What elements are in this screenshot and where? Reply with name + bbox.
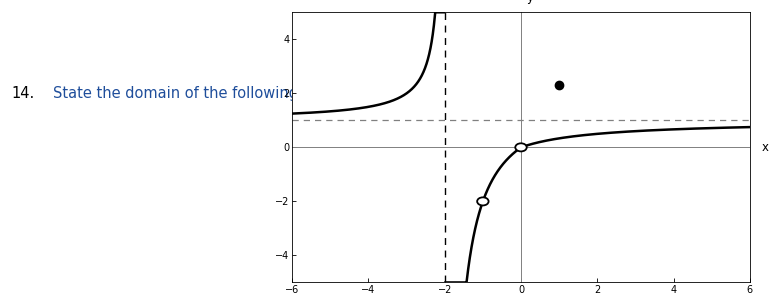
- Text: y: y: [527, 0, 534, 4]
- Circle shape: [515, 143, 527, 151]
- Circle shape: [477, 197, 488, 205]
- Text: State the domain of the following function: State the domain of the following functi…: [52, 86, 362, 101]
- Text: x: x: [761, 141, 768, 154]
- Text: 14.: 14.: [12, 86, 35, 101]
